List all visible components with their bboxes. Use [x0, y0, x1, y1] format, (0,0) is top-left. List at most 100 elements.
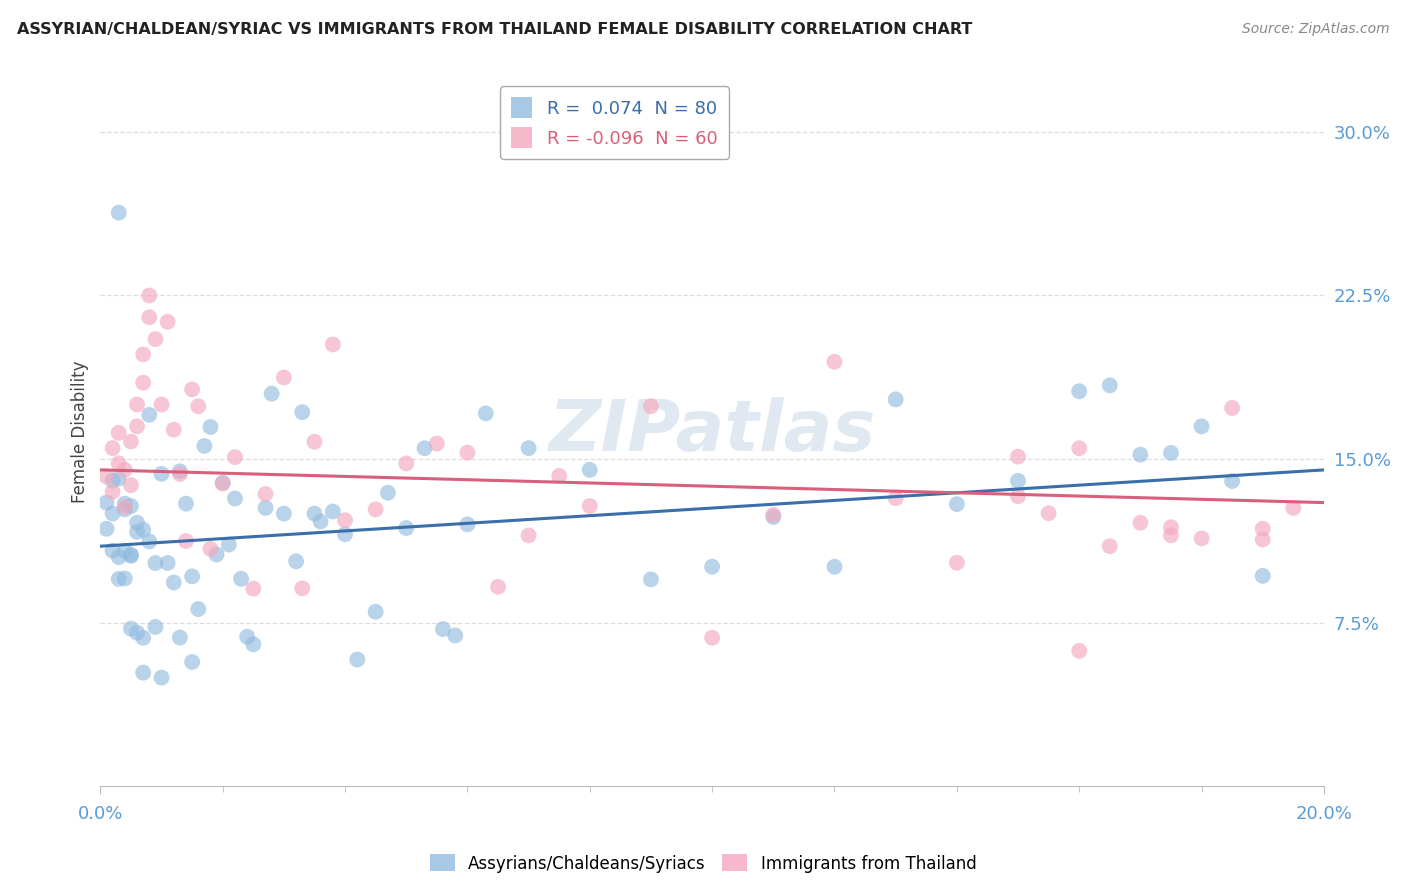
Point — [309, 515, 332, 529]
Point — [101, 474, 124, 488]
Point — [211, 475, 233, 490]
Point — [96, 495, 118, 509]
Point — [181, 383, 204, 397]
Point — [432, 622, 454, 636]
Point — [1251, 522, 1274, 536]
Point — [1220, 474, 1243, 488]
Point — [150, 671, 173, 685]
Point — [395, 457, 418, 471]
Point — [1191, 419, 1213, 434]
Point — [101, 484, 124, 499]
Point — [181, 655, 204, 669]
Point — [114, 502, 136, 516]
Text: Source: ZipAtlas.com: Source: ZipAtlas.com — [1241, 22, 1389, 37]
Point — [107, 425, 129, 440]
Point — [426, 436, 449, 450]
Point — [762, 508, 785, 522]
Point — [1282, 500, 1305, 515]
Point — [107, 572, 129, 586]
Point — [96, 522, 118, 536]
Point — [120, 434, 142, 449]
Point — [101, 507, 124, 521]
Point — [364, 502, 387, 516]
Point — [125, 516, 148, 530]
Point — [1160, 446, 1182, 460]
Point — [163, 575, 186, 590]
Point — [640, 399, 662, 413]
Point — [101, 441, 124, 455]
Point — [114, 500, 136, 514]
Y-axis label: Female Disability: Female Disability — [72, 360, 89, 503]
Point — [169, 464, 191, 478]
Point — [517, 528, 540, 542]
Point — [114, 497, 136, 511]
Point — [138, 408, 160, 422]
Point — [138, 534, 160, 549]
Point — [211, 476, 233, 491]
Point — [132, 347, 155, 361]
Point — [163, 423, 186, 437]
Point — [125, 419, 148, 434]
Point — [1069, 384, 1091, 399]
Point — [548, 469, 571, 483]
Legend: R =  0.074  N = 80, R = -0.096  N = 60: R = 0.074 N = 80, R = -0.096 N = 60 — [501, 87, 728, 159]
Point — [114, 571, 136, 585]
Point — [346, 652, 368, 666]
Point — [107, 550, 129, 565]
Point — [156, 315, 179, 329]
Point — [169, 631, 191, 645]
Point — [125, 524, 148, 539]
Point — [1007, 489, 1029, 503]
Point — [456, 517, 478, 532]
Point — [824, 355, 846, 369]
Point — [132, 631, 155, 645]
Point — [1191, 531, 1213, 545]
Point — [1007, 450, 1029, 464]
Point — [578, 463, 600, 477]
Point — [107, 205, 129, 219]
Text: ASSYRIAN/CHALDEAN/SYRIAC VS IMMIGRANTS FROM THAILAND FEMALE DISABILITY CORRELATI: ASSYRIAN/CHALDEAN/SYRIAC VS IMMIGRANTS F… — [17, 22, 972, 37]
Point — [156, 556, 179, 570]
Point — [1007, 474, 1029, 488]
Point — [187, 602, 209, 616]
Point — [884, 392, 907, 407]
Text: ZIPatlas: ZIPatlas — [548, 397, 876, 467]
Point — [120, 622, 142, 636]
Point — [486, 580, 509, 594]
Point — [1069, 644, 1091, 658]
Point — [578, 499, 600, 513]
Point — [291, 582, 314, 596]
Point — [132, 523, 155, 537]
Point — [174, 497, 197, 511]
Point — [333, 527, 356, 541]
Point — [242, 637, 264, 651]
Point — [125, 397, 148, 411]
Point — [107, 471, 129, 485]
Point — [946, 497, 969, 511]
Point — [229, 572, 252, 586]
Point — [254, 487, 277, 501]
Point — [107, 456, 129, 470]
Point — [138, 310, 160, 325]
Point — [884, 491, 907, 506]
Point — [333, 513, 356, 527]
Point — [236, 630, 259, 644]
Point — [824, 559, 846, 574]
Point — [1038, 506, 1060, 520]
Point — [517, 441, 540, 455]
Point — [200, 541, 222, 556]
Point — [120, 478, 142, 492]
Point — [174, 534, 197, 549]
Point — [114, 463, 136, 477]
Point — [132, 376, 155, 390]
Point — [1251, 569, 1274, 583]
Point — [205, 548, 228, 562]
Point — [200, 420, 222, 434]
Point — [224, 491, 246, 506]
Point — [946, 556, 969, 570]
Point — [322, 504, 344, 518]
Point — [1069, 441, 1091, 455]
Point — [364, 605, 387, 619]
Point — [273, 507, 295, 521]
Point — [218, 538, 240, 552]
